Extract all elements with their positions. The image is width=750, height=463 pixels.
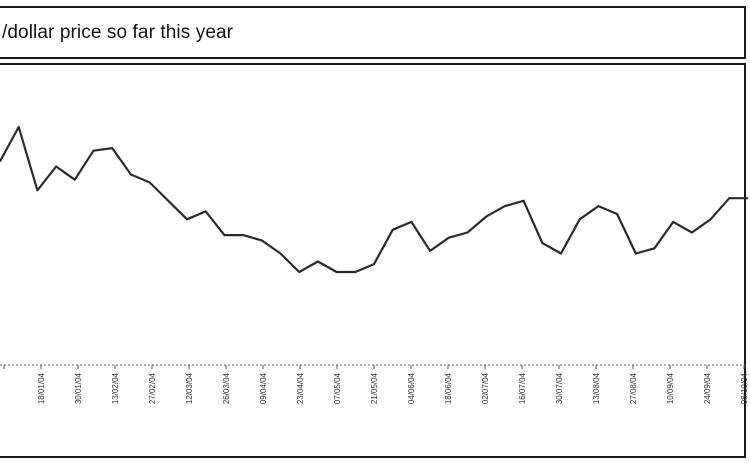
data-point [373,263,375,265]
data-point [111,147,113,149]
data-point [204,210,207,213]
data-point [317,260,319,263]
data-point [448,236,450,239]
x-tick-label: 18/06/04 [444,372,453,404]
data-point [691,231,693,234]
x-tick-label: 08/10/04 [740,372,748,404]
data-point [167,200,170,202]
plot-area: 18/01/04 30/01/04 13/02/04 27/02/04 12/03/04… [0,63,748,458]
x-tick-label: 10/09/04 [666,372,675,404]
data-point [223,234,226,236]
data-point [466,231,469,234]
data-point [261,239,263,242]
line-chart: 18/01/04 30/01/04 13/02/04 27/02/04 12/03/04… [0,125,748,404]
x-tick-label: 13/02/04 [111,372,120,404]
data-point [541,242,544,244]
data-point [522,200,525,202]
x-tick-label: 30/01/04 [74,372,83,404]
data-point [728,197,731,199]
data-point [672,221,674,223]
data-point [485,215,488,218]
x-tick-label: 12/03/04 [185,372,194,404]
data-point [391,229,394,231]
x-tick-label: 27/02/04 [148,372,157,404]
data-point [747,197,748,199]
data-point [186,218,188,221]
x-tick-label: 02/07/04 [481,372,490,404]
chart-title-box: /dollar price so far this year [0,6,746,59]
x-tick-label: 27/08/04 [629,372,638,404]
x-tick-label: 24/09/04 [703,372,712,404]
data-point [354,271,357,273]
data-point [597,205,600,207]
data-point [74,178,76,181]
x-tick-label: 09/04/04 [259,372,268,404]
x-tick-label: 16/07/04 [518,372,527,404]
data-point [410,221,413,223]
data-point [55,165,57,168]
data-point [279,252,282,255]
data-point [36,189,39,192]
data-point [429,250,431,252]
x-tick-label: 04/06/04 [407,372,416,404]
data-point [92,149,95,152]
x-tick-label: 07/05/04 [333,372,342,404]
x-tick-label: 21/05/04 [370,372,379,404]
data-point [130,173,132,176]
x-tick-label: 23/04/04 [296,372,305,404]
data-point [709,218,712,221]
data-point [635,252,637,255]
data-point [616,213,618,215]
chart-title: /dollar price so far this year [2,21,234,43]
x-tick-label: 18/01/04 [37,372,46,404]
data-point [242,234,244,236]
data-point [504,205,506,207]
x-tick-label: 30/07/04 [555,372,564,404]
data-point [0,160,1,163]
data-point [148,181,151,184]
data-point [17,126,20,128]
x-tick-label: 26/03/04 [222,372,231,404]
data-point [578,218,581,221]
data-point [335,271,338,273]
x-tick-label: 13/08/04 [592,372,601,404]
data-point [560,252,562,255]
data-point [298,271,301,273]
data-point [653,247,656,250]
